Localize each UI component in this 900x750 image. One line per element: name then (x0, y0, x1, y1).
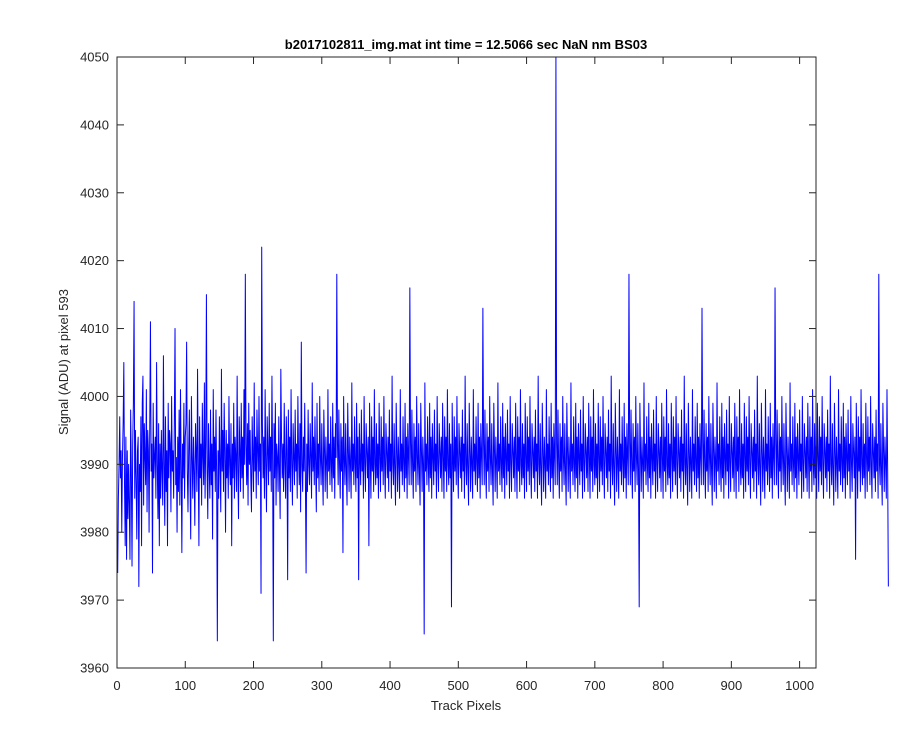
y-tick-label: 4030 (80, 185, 109, 200)
x-tick-label: 100 (174, 678, 196, 693)
x-axis: 0 100 200 300 400 500 600 700 800 900 1000 (113, 57, 814, 693)
y-tick-label: 3960 (80, 661, 109, 676)
y-tick-label: 4010 (80, 321, 109, 336)
y-tick-label: 3980 (80, 525, 109, 540)
y-tick-label: 4050 (80, 50, 109, 65)
x-tick-label: 0 (113, 678, 120, 693)
x-tick-label: 400 (379, 678, 401, 693)
y-tick-label: 3990 (80, 457, 109, 472)
x-tick-label: 500 (447, 678, 469, 693)
x-tick-label: 800 (652, 678, 674, 693)
plot-box (116, 56, 817, 669)
x-tick-label: 900 (721, 678, 743, 693)
x-axis-label: Track Pixels (431, 698, 502, 713)
plot-area (117, 57, 816, 668)
chart-title: b2017102811_img.mat int time = 12.5066 s… (285, 37, 647, 52)
x-tick-label: 600 (516, 678, 538, 693)
x-tick-label: 300 (311, 678, 333, 693)
y-tick-label: 4040 (80, 117, 109, 132)
y-tick-label: 4020 (80, 253, 109, 268)
x-tick-label: 200 (243, 678, 265, 693)
y-axis: 3960 3970 3980 3990 4000 4010 4020 4030 4040 4050 (80, 50, 816, 676)
y-tick-label: 3970 (80, 593, 109, 608)
x-tick-label: 1000 (785, 678, 814, 693)
y-tick-label: 4000 (80, 389, 109, 404)
y-axis-label: Signal (ADU) at pixel 593 (56, 289, 71, 435)
x-tick-label: 700 (584, 678, 606, 693)
data-layer (117, 56, 889, 642)
series-line-1 (117, 56, 889, 642)
